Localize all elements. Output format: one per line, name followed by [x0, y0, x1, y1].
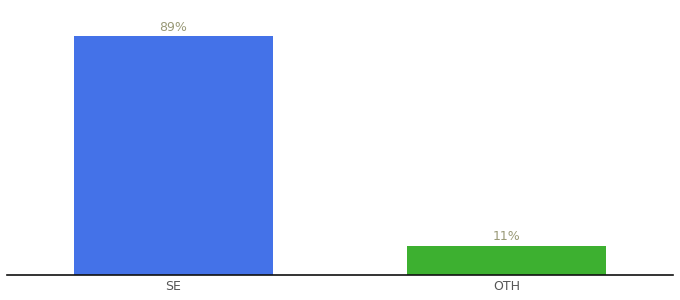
Text: 11%: 11% — [492, 230, 520, 243]
Text: 89%: 89% — [160, 21, 188, 34]
Bar — [407, 246, 607, 275]
Bar — [73, 37, 273, 275]
